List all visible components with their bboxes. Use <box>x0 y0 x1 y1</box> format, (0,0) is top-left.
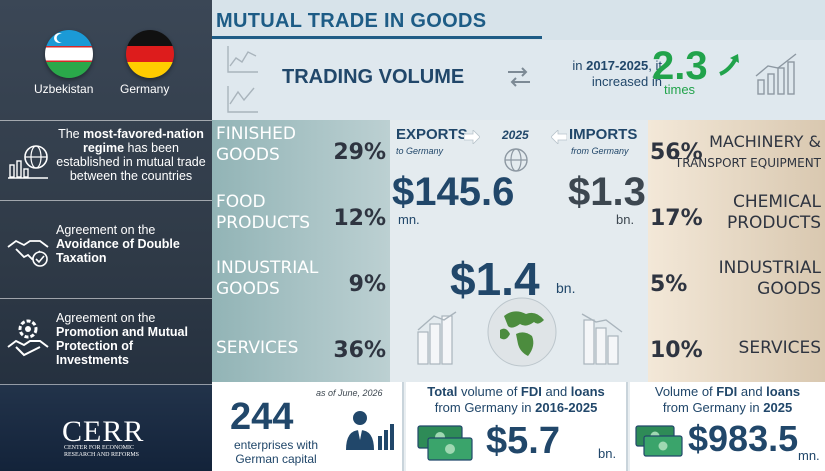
page-title: MUTUAL TRADE IN GOODS <box>216 10 487 32</box>
trading-volume-period: in 2017-2025, it increased in <box>572 58 662 89</box>
trading-volume-band: TRADING VOLUME in 2017-2025, it increase… <box>212 40 825 120</box>
germany-label: Germany <box>120 82 170 96</box>
export-category-pct: 29% <box>333 140 386 165</box>
title-underline <box>212 36 542 39</box>
fdi-year-card: Volume of FDI and loans from Germany in 2… <box>630 382 825 471</box>
exports-label: EXPORTS <box>396 126 468 143</box>
gear-handshake-icon <box>7 319 49 357</box>
money-icon <box>635 425 683 457</box>
left-panel: Uzbekistan Germany The most-favored-nati… <box>0 0 212 471</box>
exchange-arrows-icon <box>508 67 530 87</box>
import-category-name: SERVICES <box>738 338 821 358</box>
agreement-double-taxation-text: Agreement on the Avoidance of Double Tax… <box>56 223 180 265</box>
export-category-name: FOOD PRODUCTS <box>216 192 311 233</box>
import-category-name: MACHINERY & TRANSPORT EQUIPMENT <box>674 132 821 170</box>
enterprises-count: 244 <box>230 396 294 438</box>
flags-area: Uzbekistan Germany <box>0 0 212 118</box>
exports-unit: mn. <box>398 212 420 227</box>
right-arrow-icon <box>464 130 480 144</box>
trading-volume-unit: times <box>664 82 696 97</box>
fdi-year-unit: mn. <box>798 448 820 463</box>
agreement-investments-text: Agreement on the Promotion and Mutual Pr… <box>56 311 188 367</box>
export-category: FINISHED GOODS 29% <box>212 120 390 186</box>
buildings-icon <box>581 313 623 365</box>
total-trade-unit: bn. <box>556 280 576 296</box>
earth-globe-icon <box>487 297 557 367</box>
imports-label: IMPORTS <box>569 126 638 143</box>
import-category-name: CHEMICAL PRODUCTS <box>726 192 821 233</box>
up-arrow-icon <box>719 54 739 76</box>
import-category: 10% SERVICES <box>648 318 825 382</box>
import-category-name: INDUSTRIAL GOODS <box>718 258 821 299</box>
agreement-double-taxation: Agreement on the Avoidance of Double Tax… <box>0 200 212 298</box>
enterprises-as-of: as of June, 2026 <box>316 388 383 398</box>
export-category-pct: 9% <box>348 272 386 297</box>
fdi-total-value: $5.7 <box>486 420 560 462</box>
export-category-name: SERVICES <box>216 338 299 358</box>
export-category: SERVICES 36% <box>212 318 390 382</box>
import-category: 56% MACHINERY & TRANSPORT EQUIPMENT <box>648 120 825 186</box>
trade-center: EXPORTS to Germany 2025 IMPORTS from Ger… <box>390 120 648 382</box>
bottom-stats: as of June, 2026 244 enterprises with Ge… <box>212 382 825 471</box>
cerr-logo-subtitle: CENTER FOR ECONOMIC RESEARCH AND REFORMS <box>64 445 140 458</box>
import-category: 17% CHEMICAL PRODUCTS <box>648 186 825 252</box>
trade-year: 2025 <box>502 128 529 142</box>
globe-chart-icon <box>8 145 48 179</box>
fdi-total-card: Total volume of FDI and loans from German… <box>406 382 628 471</box>
trading-volume-title: TRADING VOLUME <box>282 66 465 88</box>
exports-sub: to Germany <box>396 146 444 156</box>
logo-area: CERR CENTER FOR ECONOMIC RESEARCH AND RE… <box>0 384 212 471</box>
export-category-pct: 36% <box>333 338 386 363</box>
export-category: FOOD PRODUCTS 12% <box>212 186 390 252</box>
trading-volume-multiplier: 2.3 <box>652 44 708 88</box>
globe-icon <box>504 148 528 172</box>
uzbekistan-flag-icon <box>45 30 93 78</box>
fdi-year-value: $983.5 <box>688 418 799 459</box>
line-chart-icon <box>227 46 258 73</box>
growth-chart-icon <box>755 53 797 95</box>
header: MUTUAL TRADE IN GOODS <box>212 0 825 40</box>
trade-grid: FINISHED GOODS 29% FOOD PRODUCTS 12% INDUS… <box>212 120 825 382</box>
left-arrow-icon <box>551 130 567 144</box>
uzbekistan-label: Uzbekistan <box>34 82 94 96</box>
money-icon <box>417 425 473 461</box>
export-category: INDUSTRIAL GOODS 9% <box>212 252 390 318</box>
export-category-pct: 12% <box>333 206 386 231</box>
total-trade-value: $1.4 <box>450 253 540 305</box>
bar-chart-icon <box>227 86 258 113</box>
handshake-icon <box>7 239 49 267</box>
fdi-total-unit: bn. <box>598 446 617 461</box>
imports-sub: from Germany <box>571 146 629 156</box>
fdi-year-title: Volume of FDI and loans from Germany in 2… <box>654 384 801 415</box>
germany-flag-icon <box>126 30 174 78</box>
imports-value: $1.3 <box>568 170 646 214</box>
exports-value: $145.6 <box>392 170 515 214</box>
buildings-icon <box>417 311 457 365</box>
import-category-pct: 56% <box>650 140 703 165</box>
agreement-mfn-text: The most-favored-nation regime has been … <box>56 127 206 183</box>
export-category-name: FINISHED GOODS <box>216 124 296 165</box>
cerr-logo: CERR <box>62 415 145 448</box>
enterprises-card: as of June, 2026 244 enterprises with Ge… <box>212 382 404 471</box>
import-category-pct: 10% <box>650 338 703 363</box>
enterprises-desc: enterprises with German capital <box>233 438 319 466</box>
agreement-mfn: The most-favored-nation regime has been … <box>0 120 212 200</box>
fdi-total-title: Total volume of FDI and loans from German… <box>427 384 605 415</box>
import-category: 5% INDUSTRIAL GOODS <box>648 252 825 318</box>
agreement-investments: Agreement on the Promotion and Mutual Pr… <box>0 298 212 384</box>
import-category-pct: 5% <box>650 272 688 297</box>
imports-unit: bn. <box>616 212 635 227</box>
import-category-pct: 17% <box>650 206 703 231</box>
businessman-chart-icon <box>346 411 394 450</box>
export-category-name: INDUSTRIAL GOODS <box>216 258 319 299</box>
